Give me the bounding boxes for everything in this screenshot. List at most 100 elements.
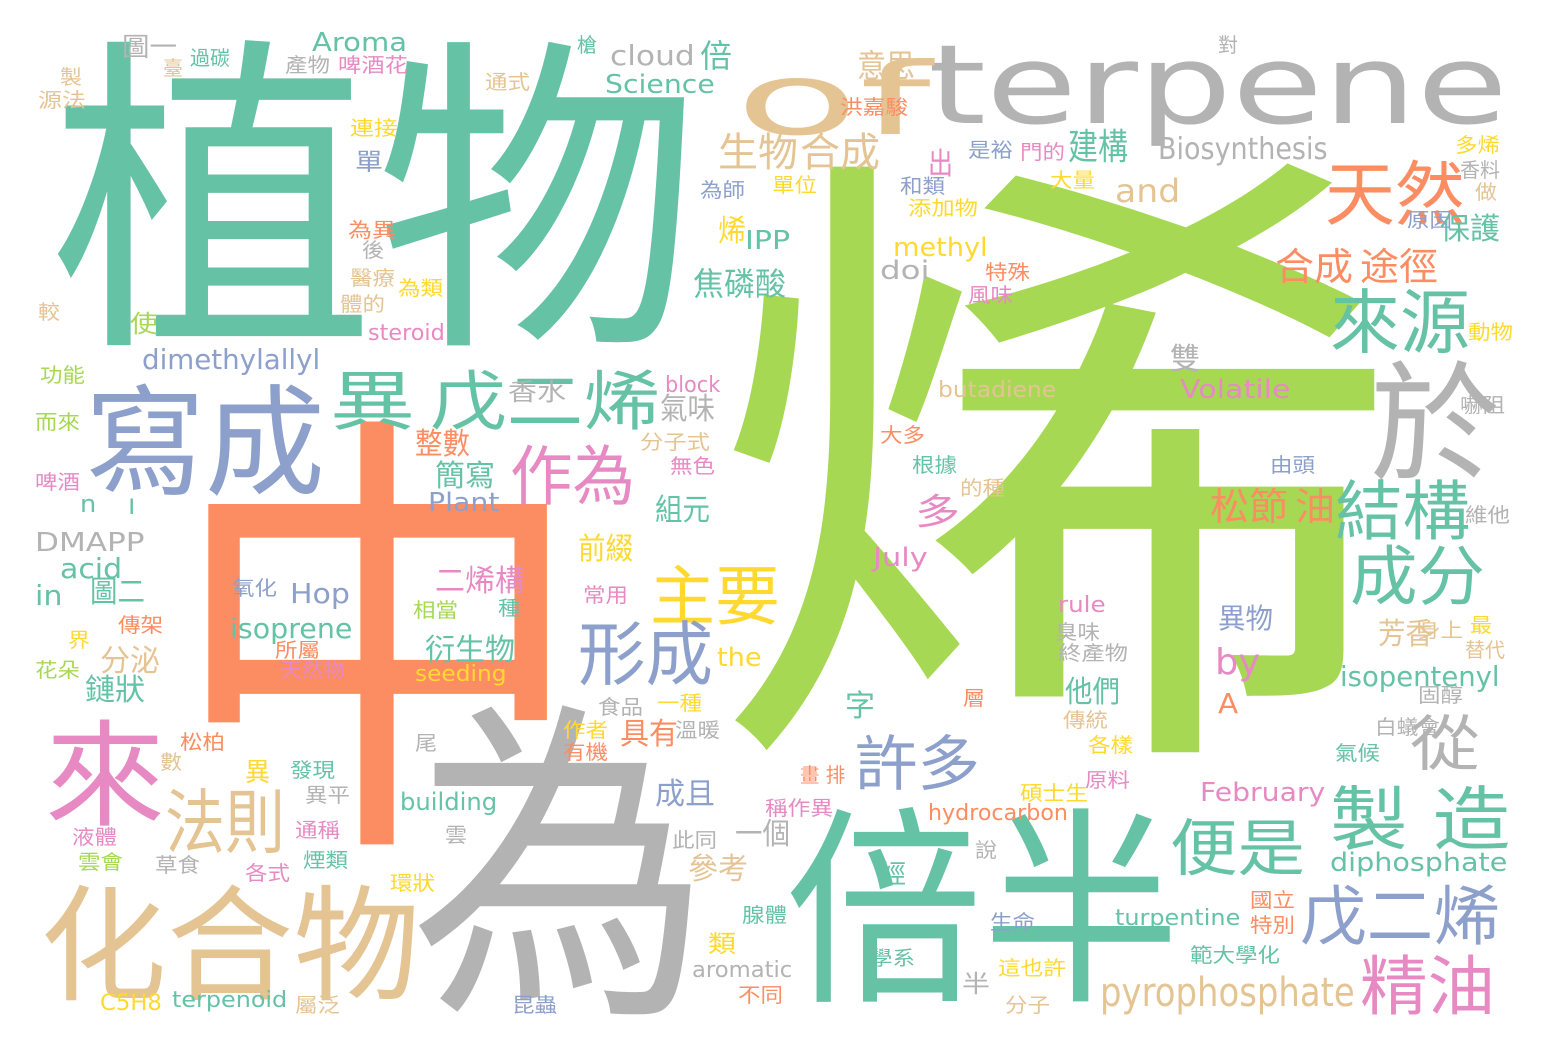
cloud-word: 相當: [413, 598, 458, 622]
cloud-word: 半: [962, 970, 990, 998]
cloud-word: 碩士生: [1020, 781, 1088, 805]
cloud-word: building: [400, 788, 498, 816]
cloud-word: 尾: [415, 731, 437, 755]
cloud-word: 單位: [772, 173, 817, 197]
cloud-word: 生命: [990, 910, 1035, 934]
cloud-word: 此同: [672, 828, 717, 852]
cloud-word: pyrophosphate: [1100, 970, 1355, 1016]
cloud-word: 洪嘉駿: [840, 95, 908, 119]
cloud-word: of: [735, 41, 931, 158]
cloud-word: A: [1218, 687, 1239, 720]
cloud-word: 焦磷酸: [693, 265, 787, 303]
cloud-word: steroid: [368, 321, 445, 346]
cloud-word: 化合物: [40, 875, 420, 1020]
cloud-word: Aroma: [312, 28, 408, 58]
cloud-word: rule: [1058, 593, 1106, 618]
cloud-word: 通式: [485, 70, 530, 94]
cloud-word: 為: [410, 677, 710, 1052]
cloud-word: 過碳: [190, 46, 230, 70]
cloud-word: 香水: [508, 378, 566, 406]
cloud-word: 意思: [857, 47, 916, 85]
cloud-word: 雲: [445, 823, 467, 847]
cloud-word: 這也許: [998, 956, 1066, 980]
cloud-word: 使: [130, 310, 158, 338]
cloud-word: 法則: [165, 782, 285, 864]
cloud-word: and: [1115, 172, 1181, 210]
cloud-word: 通稱: [295, 818, 340, 842]
cloud-word: n: [80, 490, 97, 518]
cloud-word: 鏈狀: [85, 673, 145, 708]
cloud-word: methyl: [893, 233, 988, 263]
cloud-word: 對: [1218, 33, 1238, 57]
cloud-word: l: [128, 495, 136, 519]
cloud-word: 類: [708, 930, 736, 958]
cloud-word: terpenoid: [172, 988, 288, 1013]
cloud-word: IPP: [745, 226, 791, 256]
cloud-word: February: [1200, 778, 1326, 808]
cloud-word: 天然物: [280, 658, 345, 682]
cloud-word: 說: [975, 838, 997, 862]
cloud-word: 界: [68, 628, 90, 652]
cloud-word: 多: [915, 492, 961, 533]
cloud-word: 一個: [735, 817, 790, 852]
cloud-word: 倍: [700, 37, 733, 75]
cloud-word: cloud: [610, 39, 695, 72]
cloud-word: 多烯: [1455, 133, 1500, 157]
cloud-word: 而來: [35, 410, 80, 434]
cloud-word: 臭味: [1055, 620, 1100, 644]
cloud-word: 原料: [1085, 768, 1130, 792]
cloud-word: isoprene: [230, 612, 353, 645]
cloud-word: 具有: [620, 717, 678, 752]
cloud-word: 種: [498, 596, 520, 620]
cloud-word: 氧化: [232, 576, 277, 600]
cloud-word: the: [717, 643, 762, 673]
cloud-word: 結構: [1335, 475, 1471, 550]
cloud-word: 由頭: [1270, 453, 1315, 477]
cloud-word: 圖一: [122, 33, 178, 63]
cloud-word: 組元: [655, 493, 710, 528]
cloud-word: 建構: [1068, 127, 1129, 168]
cloud-word: 字: [845, 689, 875, 724]
cloud-word: 食品: [598, 695, 643, 719]
cloud-word: 常用: [583, 583, 628, 607]
cloud-word: 衍生物: [425, 633, 515, 668]
cloud-word: 作者: [563, 718, 608, 742]
cloud-word: 來: [45, 710, 166, 844]
cloud-word: 嚇阻: [1460, 393, 1505, 417]
cloud-word: seeding: [415, 662, 507, 687]
cloud-word: 腺體: [742, 903, 787, 927]
cloud-word: 源法: [38, 88, 86, 112]
cloud-word: 生物: [718, 130, 798, 176]
cloud-word: 氣候: [1335, 741, 1380, 765]
cloud-word: by: [1215, 642, 1261, 683]
cloud-word: 戊二烯: [1300, 880, 1501, 955]
cloud-word: Plant: [428, 488, 500, 518]
cloud-word: 學系: [870, 946, 915, 970]
cloud-word: 草食: [155, 853, 200, 877]
cloud-word: 傳統: [1063, 708, 1108, 732]
cloud-word: 分子式: [640, 430, 710, 454]
cloud-word: diphosphate: [1330, 848, 1508, 878]
cloud-word: hydrocarbon: [928, 801, 1068, 826]
cloud-word: 無色: [670, 454, 715, 478]
cloud-word: 身上: [1418, 618, 1463, 642]
cloud-word: 風味: [968, 283, 1013, 307]
cloud-word: DMAPP: [35, 528, 145, 558]
cloud-word: 液體: [72, 825, 117, 849]
cloud-word: 一種: [657, 691, 702, 715]
cloud-word: 昆蟲: [512, 993, 557, 1017]
cloud-word: 原因: [1407, 208, 1452, 232]
cloud-word: 烯: [705, 107, 1405, 852]
cloud-word: dimethylallyl: [142, 343, 321, 376]
cloud-word: 溫暖: [675, 718, 720, 742]
cloud-word: 倍半: [785, 790, 1181, 1035]
cloud-word: 為師: [700, 178, 745, 202]
cloud-word: 醫療: [350, 266, 395, 290]
cloud-word: in: [35, 579, 63, 612]
cloud-word: 許多: [855, 730, 980, 800]
cloud-word: Hop: [290, 577, 350, 610]
cloud-word: 參考: [688, 852, 748, 887]
cloud-word: 精油: [1360, 950, 1496, 1025]
cloud-word: 異: [245, 758, 271, 788]
cloud-word: 芳香: [1378, 617, 1433, 652]
